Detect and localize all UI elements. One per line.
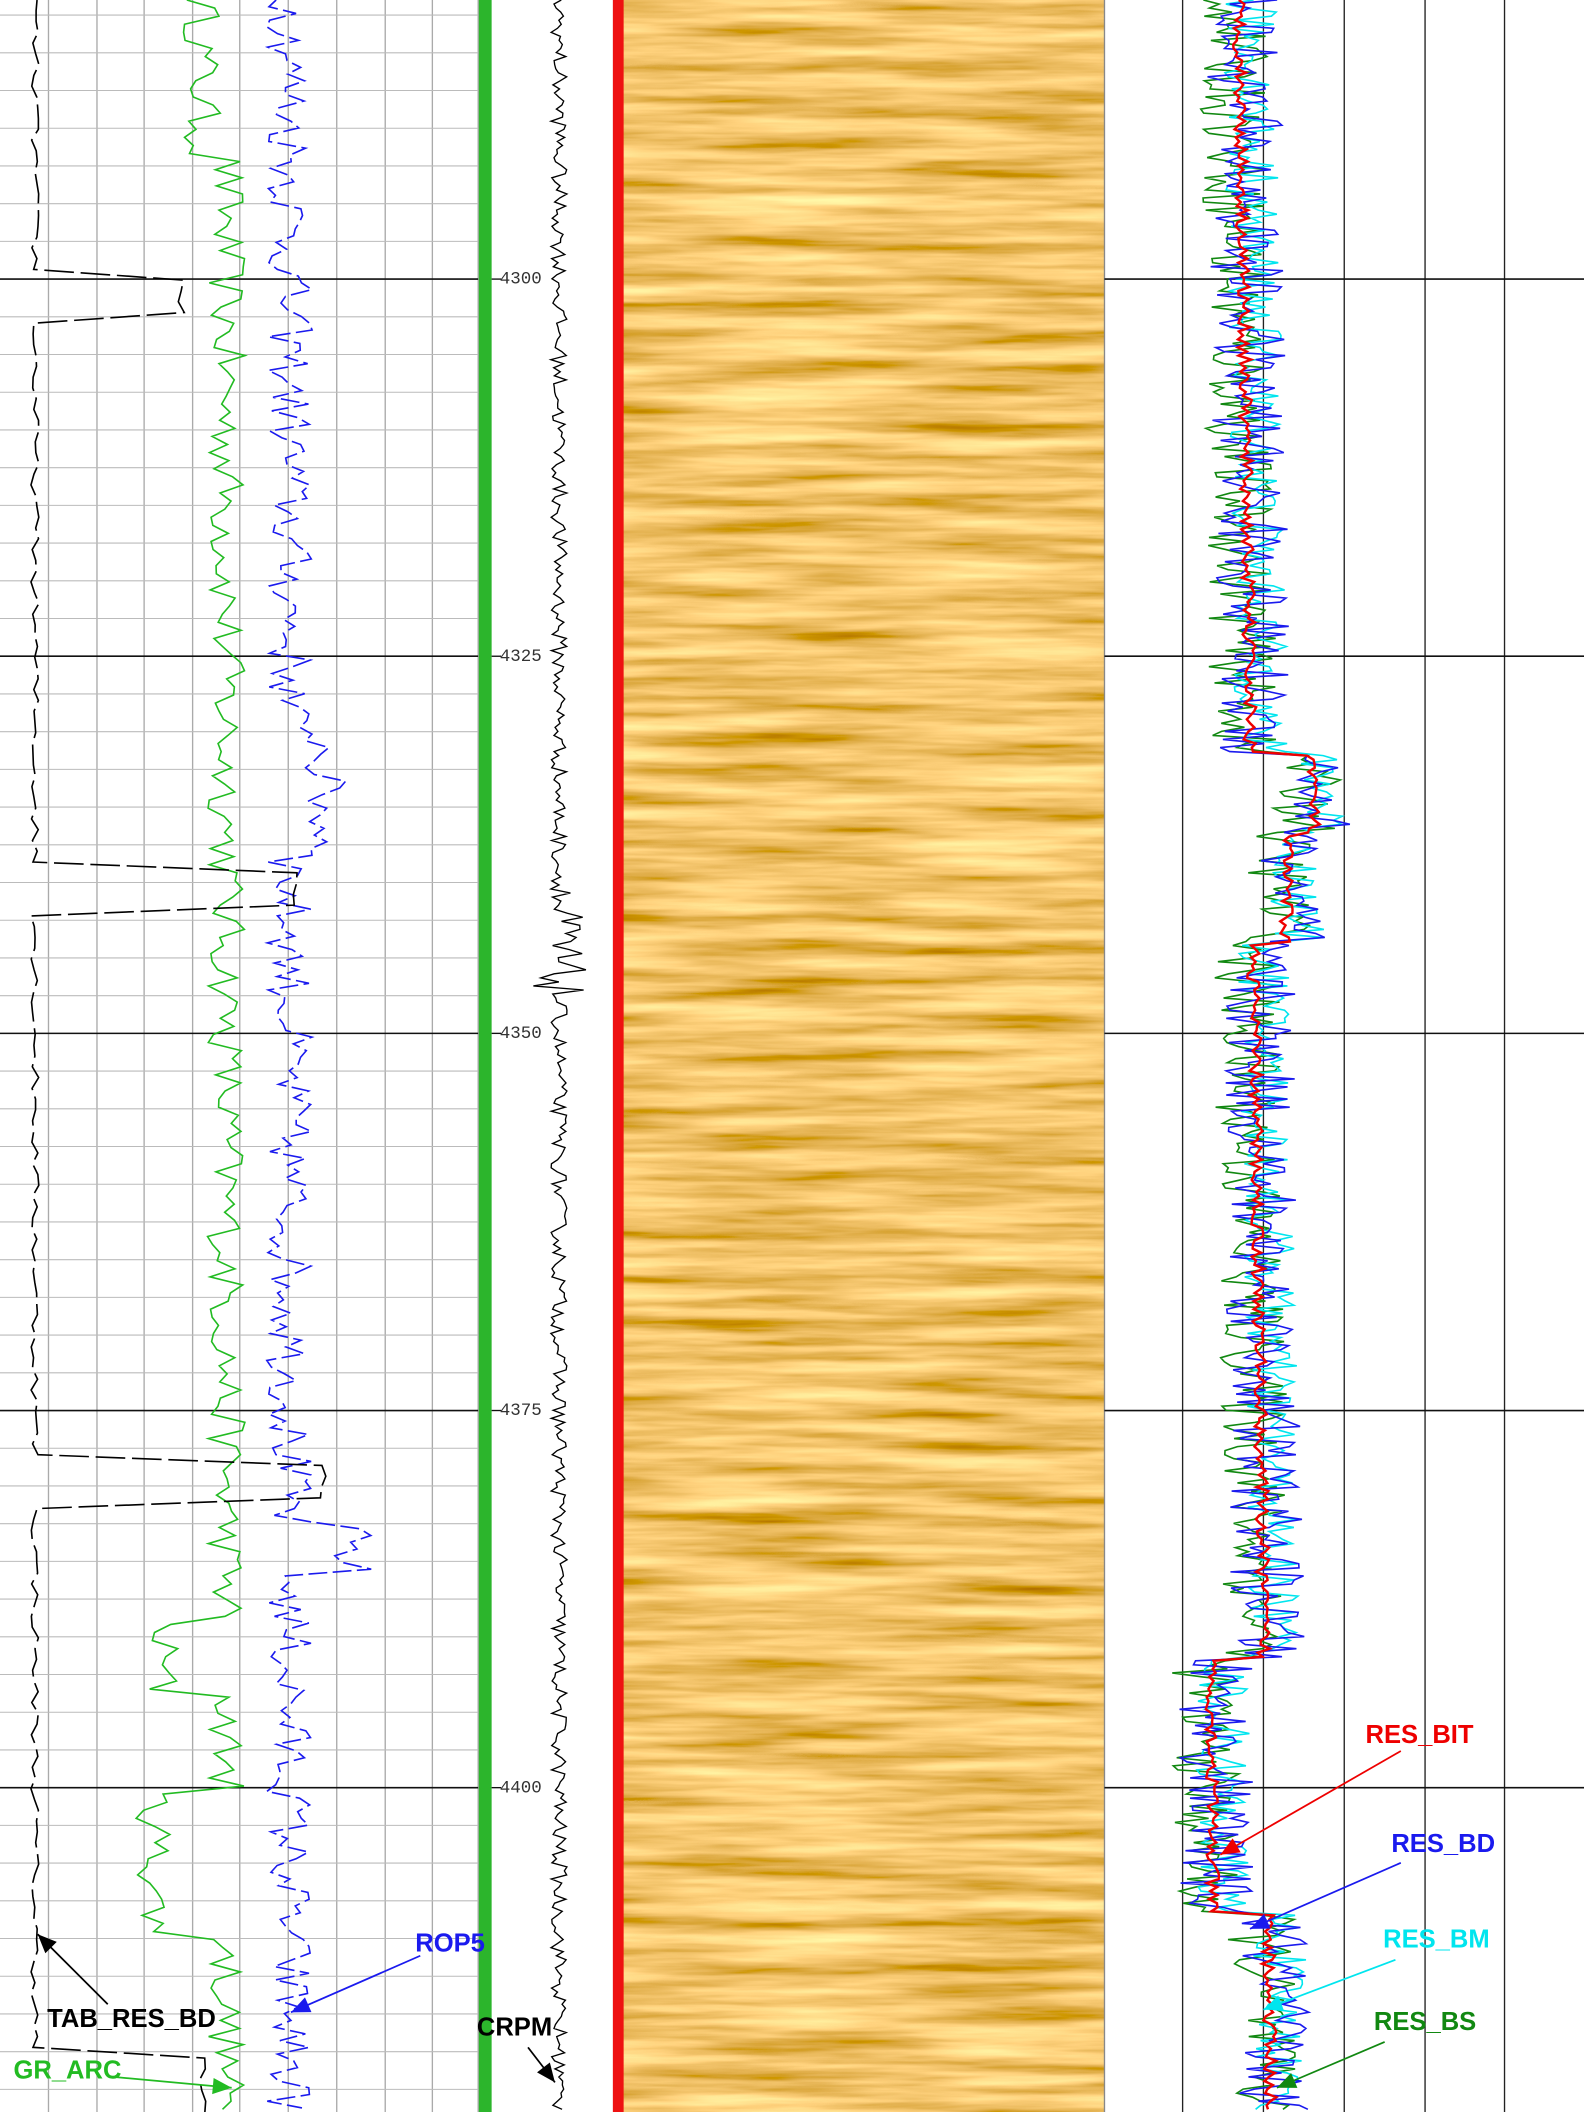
log-curve [1195,0,1346,2110]
annotation-label: RES_BS [1374,2008,1476,2036]
depth-label: 4375 [500,1401,542,1421]
annotation-arrow [1263,1958,1396,2011]
annotation-arrow [1276,2041,1385,2089]
depth-label: 4400 [500,1778,542,1798]
log-curve [1178,0,1351,2111]
arrow-head [37,1934,57,1954]
arrow-head [537,2062,555,2083]
log-curve [1203,0,1323,2110]
arrow-head [1220,1838,1241,1855]
annotation-label: GR_ARC [13,2056,121,2084]
arrow-head [212,2077,232,2095]
depth-label: 4300 [500,270,542,290]
annotation-arrow [290,1954,421,2014]
annotation-arrow [114,2076,232,2089]
arrow-head [1249,1913,1271,1929]
annotation-arrow [1219,1750,1402,1856]
green-strip [478,0,492,2112]
annotation-label: CRPM [477,2013,552,2041]
annotation-label: RES_BM [1383,1926,1490,1954]
arrow-head [1263,1995,1284,2011]
annotation-arrow [1249,1862,1402,1930]
image-track [623,0,1105,2112]
annotation-label: ROP5 [415,1930,485,1958]
annotation-label: TAB_RES_BD [47,2005,216,2033]
depth-label: 4350 [500,1024,542,1044]
arrow-head [1276,2072,1298,2088]
annotation-label: RES_BD [1391,1830,1495,1858]
log-curve [29,0,327,2112]
log-curve [264,0,373,2109]
arrow-head [290,1997,312,2013]
red-strip [612,0,624,2112]
depth-label: 4325 [500,647,542,667]
log-curve [533,0,587,2110]
annotation-label: RES_BIT [1366,1721,1474,1749]
log-curve [134,0,248,2110]
